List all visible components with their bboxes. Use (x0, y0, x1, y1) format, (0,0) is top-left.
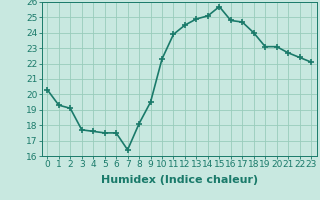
X-axis label: Humidex (Indice chaleur): Humidex (Indice chaleur) (100, 175, 258, 185)
